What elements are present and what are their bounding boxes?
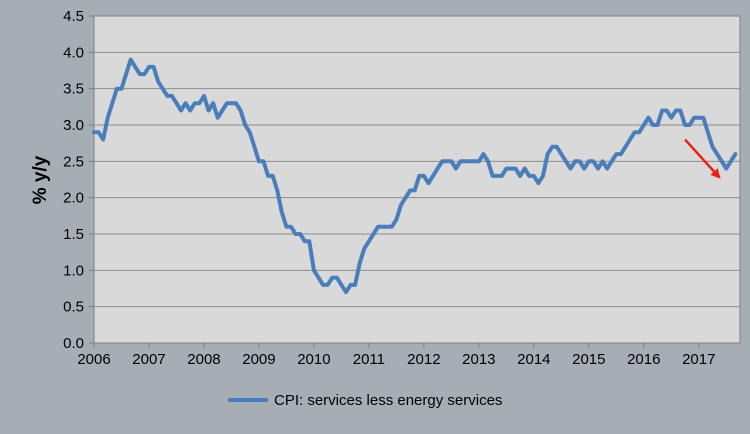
y-tick-label: 3.5	[63, 81, 84, 98]
y-tick-label: 1.5	[63, 226, 84, 243]
annotation-arrow	[684, 138, 721, 179]
legend: CPI: services less energy services	[228, 392, 502, 409]
x-tick-label: 2008	[187, 351, 220, 368]
gridlines	[89, 15, 740, 348]
y-tick-label: 2.0	[63, 190, 84, 207]
x-tick-label: 2016	[627, 351, 660, 368]
series-line	[92, 57, 738, 295]
x-tick-label: 2011	[353, 351, 385, 368]
x-tick-label: 2009	[242, 351, 275, 368]
series-layer	[92, 57, 738, 295]
x-tick-label: 2013	[462, 351, 495, 368]
y-tick-label: 4.5	[63, 8, 84, 25]
y-tick-label: 3.0	[63, 117, 84, 134]
y-tick-label: 4.0	[63, 44, 84, 61]
x-tick-label: 2014	[517, 351, 550, 368]
legend-label: CPI: services less energy services	[274, 392, 502, 409]
y-axis-label: % y/y	[30, 155, 51, 204]
x-tick-label: 2017	[682, 351, 715, 368]
x-tick-label: 2010	[297, 351, 330, 368]
x-tick-label: 2015	[572, 351, 605, 368]
y-tick-label: 0.0	[63, 335, 84, 352]
x-tick-label: 2007	[132, 351, 165, 368]
x-axis-tick-labels: 2006 2007 2008 2009 2010 2011 2012 2013 2014 2015…	[77, 351, 715, 368]
x-tick-label: 2006	[77, 351, 110, 368]
y-tick-label: 1.0	[63, 262, 84, 279]
y-axis-tick-labels: 0.0 0.5 1.0 1.5 2.0 2.5 3.0 3.5 4.0 4.5	[63, 8, 84, 352]
y-tick-label: 2.5	[63, 153, 84, 170]
x-tick-label: 2012	[407, 351, 440, 368]
annotation-layer	[684, 138, 721, 179]
y-tick-label: 0.5	[63, 299, 84, 316]
